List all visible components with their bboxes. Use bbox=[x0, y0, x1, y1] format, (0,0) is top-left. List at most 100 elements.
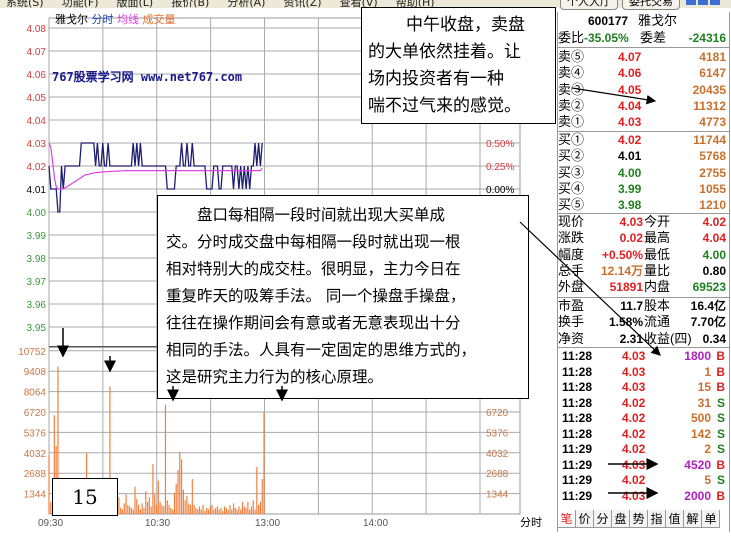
tab-0[interactable]: 笔 bbox=[557, 510, 576, 528]
menu-system[interactable]: 系统(S) bbox=[6, 0, 44, 9]
pct-tick: 0.50% bbox=[486, 139, 514, 150]
fund-value: 1.58% bbox=[608, 315, 643, 330]
tab-8[interactable]: 单 bbox=[701, 510, 720, 528]
menu-quote[interactable]: 报价(B) bbox=[171, 0, 210, 9]
stat-label: 今开 bbox=[644, 214, 671, 229]
callout-line: 交。分时成交盘中每相隔一段时就出现一根 bbox=[166, 233, 461, 251]
stat-row: 涨跌 0.02 最高 4.04 bbox=[558, 230, 729, 246]
volume-tick: 10752 bbox=[18, 347, 46, 358]
ask-volume: 4181 bbox=[699, 50, 726, 64]
price-tick: 4.04 bbox=[27, 116, 47, 127]
weicha-label: 委差 bbox=[640, 30, 667, 45]
stat-row: 幅度 +0.50% 最低 4.00 bbox=[558, 247, 729, 263]
price-tick: 3.99 bbox=[27, 231, 47, 242]
stat-value: 4.03 bbox=[619, 215, 643, 229]
weicha-value: -24316 bbox=[688, 31, 726, 45]
tab-1[interactable]: 价 bbox=[575, 510, 594, 528]
volume-tick: 6720 bbox=[24, 408, 47, 419]
personal-hall-button[interactable]: 个人大厅 bbox=[560, 0, 618, 10]
maximize-icon[interactable] bbox=[698, 0, 708, 5]
bid-volume: 11744 bbox=[693, 133, 726, 147]
volume-tick-right: 2688 bbox=[486, 469, 509, 480]
tick-row: 11:28 4.02 142 S bbox=[558, 426, 729, 442]
price-tick: 3.96 bbox=[27, 300, 47, 311]
ask-price: 4.03 bbox=[618, 115, 642, 130]
weibi-label: 委比 bbox=[558, 30, 585, 45]
callout-line: 这是研究主力行为的核心原理。 bbox=[166, 368, 384, 386]
ask-price: 4.06 bbox=[618, 66, 642, 81]
tick-side: B bbox=[716, 349, 725, 363]
tab-7[interactable]: 解 bbox=[683, 510, 702, 528]
callout-line: 的大单依然挂着。让 bbox=[368, 42, 521, 62]
menu-bar: 系统(S) 功能(F) 版面(L) 报价(B) 分析(A) 资讯(Z) 查看(V) 帮助(H) bbox=[0, 0, 731, 9]
bid-row: 买⑤ 3.98 1210 bbox=[558, 197, 729, 213]
tick-time: 11:29 bbox=[562, 457, 593, 472]
volume-legend: 成交量 bbox=[142, 13, 176, 26]
menu-analysis[interactable]: 分析(A) bbox=[227, 0, 266, 9]
stat-value: 4.02 bbox=[702, 215, 726, 229]
watermark: 767股票学习网 www.net767.com bbox=[52, 70, 243, 84]
detail-tabs: 笔价分盘势指值解单 bbox=[557, 510, 728, 528]
close-icon[interactable] bbox=[710, 0, 720, 5]
price-tick: 3.97 bbox=[27, 277, 47, 288]
tick-price: 4.03 bbox=[622, 488, 646, 503]
callout-line: 相同的手法。人具有一定固定的思维方式的， bbox=[166, 341, 477, 359]
tick-volume: 5 bbox=[704, 473, 711, 487]
callout-line: 中午收盘，卖盘 bbox=[406, 15, 525, 35]
ask-label: 卖④ bbox=[558, 65, 585, 81]
stat-label: 最高 bbox=[644, 230, 671, 246]
fenshi-tab[interactable]: 分时 bbox=[520, 516, 542, 529]
volume-tick-right: 6720 bbox=[486, 408, 509, 419]
ask-row: 卖③ 4.05 20435 bbox=[558, 82, 729, 98]
menu-news[interactable]: 资讯(Z) bbox=[283, 0, 322, 9]
tick-time: 11:28 bbox=[562, 395, 593, 410]
tick-row: 11:28 4.02 500 S bbox=[558, 410, 729, 426]
tab-2[interactable]: 分 bbox=[593, 510, 612, 528]
stat-value: 0.80 bbox=[702, 263, 726, 278]
tick-price: 4.03 bbox=[622, 349, 646, 363]
menu-layout[interactable]: 版面(L) bbox=[116, 0, 154, 9]
price-tick: 4.02 bbox=[27, 162, 47, 173]
stat-label: 现价 bbox=[558, 214, 585, 229]
tick-side: B bbox=[716, 364, 725, 379]
stat-value: 0.02 bbox=[619, 231, 643, 246]
menu-help[interactable]: 帮助(H) bbox=[395, 0, 435, 9]
callout-line: 往往在操作期间会有意或者无意表现出十分 bbox=[166, 314, 461, 332]
fund-label: 收益(四) bbox=[644, 330, 692, 346]
tick-side: B bbox=[716, 488, 725, 503]
stat-value: 69523 bbox=[692, 280, 726, 295]
tick-volume: 500 bbox=[690, 411, 711, 425]
volume-tick-right: 5376 bbox=[486, 428, 509, 439]
tick-time: 11:29 bbox=[562, 473, 593, 487]
stock-header: 600177 雅戈尔 bbox=[558, 13, 729, 29]
price-tick: 4.00 bbox=[27, 208, 47, 219]
bid-label: 买④ bbox=[558, 180, 585, 196]
stat-label: 幅度 bbox=[558, 246, 585, 262]
tab-6[interactable]: 值 bbox=[665, 510, 684, 528]
fund-label: 股本 bbox=[644, 298, 671, 313]
tab-5[interactable]: 指 bbox=[647, 510, 666, 528]
weibi-value: -35.05% bbox=[584, 31, 629, 45]
bid-label: 买① bbox=[558, 132, 585, 147]
bid-volume: 1210 bbox=[699, 198, 726, 213]
trade-button[interactable]: 委托交易 bbox=[622, 0, 680, 10]
bid-row: 买① 4.02 11744 bbox=[558, 132, 729, 148]
tick-row: 11:28 4.03 15 B bbox=[558, 379, 729, 395]
tick-price: 4.03 bbox=[622, 380, 646, 394]
tick-price: 4.02 bbox=[622, 473, 646, 487]
tab-3[interactable]: 盘 bbox=[611, 510, 630, 528]
tab-4[interactable]: 势 bbox=[629, 510, 648, 528]
stock-name: 雅戈尔 bbox=[638, 13, 678, 28]
tick-side: B bbox=[716, 457, 725, 472]
tick-price: 4.02 bbox=[622, 395, 646, 410]
minimize-icon[interactable] bbox=[686, 0, 696, 5]
menu-function[interactable]: 功能(F) bbox=[61, 0, 99, 9]
ask-label: 卖③ bbox=[558, 81, 585, 97]
ask-label: 卖① bbox=[558, 114, 585, 130]
tick-volume: 2000 bbox=[684, 488, 711, 503]
time-tick: 13:00 bbox=[255, 518, 280, 529]
menu-view[interactable]: 查看(V) bbox=[339, 0, 378, 9]
bid-row: 买③ 4.00 2755 bbox=[558, 165, 729, 181]
tick-volume: 1800 bbox=[684, 349, 711, 363]
price-tick: 4.01 bbox=[27, 185, 47, 196]
